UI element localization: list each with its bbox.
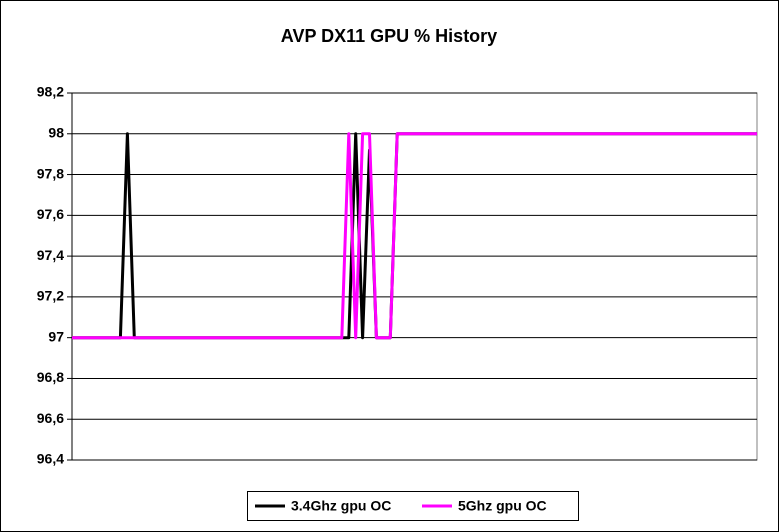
- y-tick-label: 97,6: [37, 206, 64, 222]
- y-tick-label: 96,6: [37, 410, 64, 426]
- y-tick-label: 96,4: [37, 451, 64, 467]
- legend-label: 5Ghz gpu OC: [458, 498, 547, 514]
- legend-label: 3.4Ghz gpu OC: [291, 498, 391, 514]
- legend-box: [247, 491, 579, 521]
- y-tick-label: 97: [48, 328, 64, 344]
- y-tick-label: 97,4: [37, 247, 64, 263]
- plot-area: [71, 92, 758, 461]
- y-tick-label: 98: [48, 124, 64, 140]
- y-tick-label: 97,8: [37, 165, 64, 181]
- y-tick-label: 98,2: [37, 84, 64, 100]
- series-line: [72, 132, 757, 340]
- y-tick-label: 97,2: [37, 288, 64, 304]
- chart-title: AVP DX11 GPU % History: [281, 26, 497, 46]
- y-tick-label: 96,8: [37, 369, 64, 385]
